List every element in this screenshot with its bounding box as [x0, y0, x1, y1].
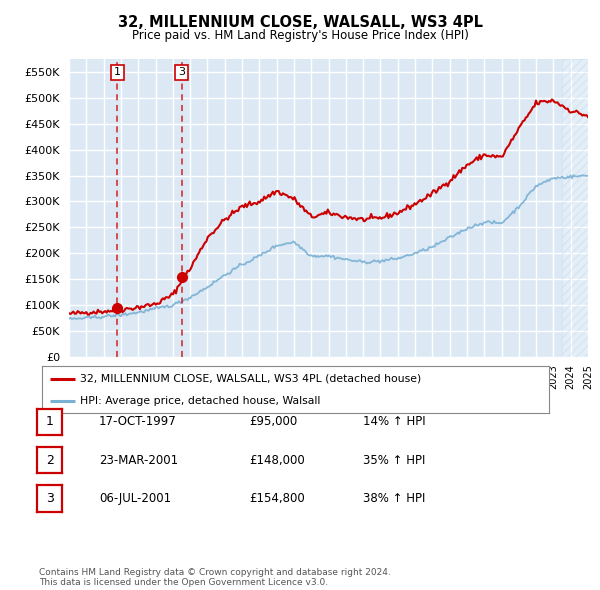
Text: £154,800: £154,800 — [249, 492, 305, 505]
Text: 1: 1 — [46, 415, 54, 428]
Text: 35% ↑ HPI: 35% ↑ HPI — [363, 454, 425, 467]
Text: 32, MILLENNIUM CLOSE, WALSALL, WS3 4PL: 32, MILLENNIUM CLOSE, WALSALL, WS3 4PL — [118, 15, 482, 30]
Text: 17-OCT-1997: 17-OCT-1997 — [99, 415, 177, 428]
Text: 06-JUL-2001: 06-JUL-2001 — [99, 492, 171, 505]
Text: HPI: Average price, detached house, Walsall: HPI: Average price, detached house, Wals… — [80, 396, 320, 406]
Text: 2: 2 — [46, 454, 54, 467]
Text: 3: 3 — [46, 492, 54, 505]
Text: 23-MAR-2001: 23-MAR-2001 — [99, 454, 178, 467]
Text: Price paid vs. HM Land Registry's House Price Index (HPI): Price paid vs. HM Land Registry's House … — [131, 30, 469, 42]
Bar — [562, 59, 588, 357]
Text: 32, MILLENNIUM CLOSE, WALSALL, WS3 4PL (detached house): 32, MILLENNIUM CLOSE, WALSALL, WS3 4PL (… — [80, 373, 421, 384]
Text: 3: 3 — [178, 67, 185, 77]
Text: 1: 1 — [114, 67, 121, 77]
Text: £148,000: £148,000 — [249, 454, 305, 467]
Text: 38% ↑ HPI: 38% ↑ HPI — [363, 492, 425, 505]
Text: £95,000: £95,000 — [249, 415, 297, 428]
Text: 14% ↑ HPI: 14% ↑ HPI — [363, 415, 425, 428]
Text: Contains HM Land Registry data © Crown copyright and database right 2024.
This d: Contains HM Land Registry data © Crown c… — [39, 568, 391, 587]
